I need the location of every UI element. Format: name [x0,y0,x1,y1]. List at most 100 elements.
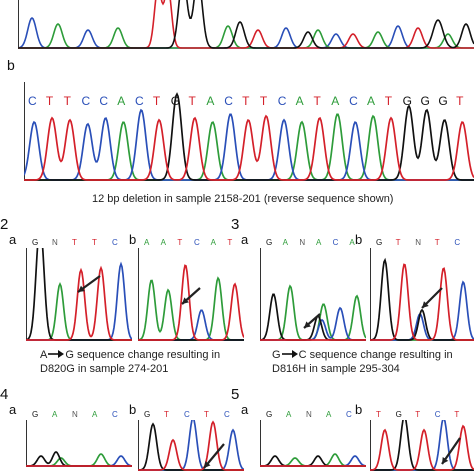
base-letter: A [92,410,98,419]
pointer-arrow-icon [181,287,201,305]
base-letter: G [266,410,273,419]
base-letter: C [135,94,144,108]
chromatogram-5a [260,420,366,467]
base-letter: C [194,238,200,247]
chromatogram-1b [24,82,474,181]
base-letter: T [177,238,183,247]
base-letter: C [434,410,441,419]
base-letter: T [152,94,161,108]
base-letter: A [210,238,216,247]
base-letter: G [402,94,412,108]
base-letter: T [395,238,401,247]
panel-4-number: 4 [0,386,9,403]
base-letter: C [454,238,461,247]
base-letter: A [286,410,292,419]
base-letter: C [99,94,109,108]
base-letter: T [63,94,72,108]
trace-T [138,420,244,471]
panel-2a-label: a [9,232,17,247]
base-letter: T [454,410,460,419]
panel-5b-label: b [355,402,363,417]
base-letter: A [144,238,150,247]
base-letter: C [224,94,233,108]
panel-2b-label: b [129,232,137,247]
trace-C [370,420,474,471]
pointer-arrow-icon [203,443,225,469]
base-letter: A [206,94,215,108]
base-letter: A [160,238,166,247]
base-letter: C [112,238,118,247]
panel-2-caption: A G sequence change resulting in D820G in… [40,348,240,376]
base-letter: G [266,238,273,247]
base-letter: T [242,94,250,108]
base-letter: C [332,238,339,247]
base-letter: T [434,238,440,247]
base-letter: G [32,410,39,419]
base-letter: A [366,94,375,108]
base-letter: A [117,94,126,108]
panel-2-caption-line2: D820G in sample 274-201 [40,363,169,375]
base-letter: A [349,238,355,247]
base-letter: N [306,410,312,419]
base-letter: C [112,410,118,419]
trace-T [370,263,474,341]
pointer-arrow-icon [421,287,443,309]
panel-2-caption-rest: G sequence change resulting in [65,349,221,361]
chromatogram-4b [138,420,244,471]
base-letter: T [384,94,393,108]
pointer-arrow-icon [303,313,321,329]
panel-1b-label: b [7,57,15,73]
arrow-right-icon [281,349,299,359]
trace-T [370,424,474,471]
base-letter: C [224,410,230,419]
trace-G [18,0,474,49]
base-letter: A [295,94,304,108]
base-letter: C [277,94,287,108]
base-letter: T [376,410,381,419]
base-letter: C [184,410,190,419]
base-letter: G [395,410,402,419]
base-letter: T [227,238,233,247]
base-letter: T [188,94,196,108]
pointer-arrow-icon [441,437,461,465]
trace-C [18,16,474,49]
panel-3-caption-line2: D816H in sample 295-304 [272,363,400,375]
base-letter: T [313,94,321,108]
base-letter: T [259,94,268,108]
panel-5-number: 5 [231,386,240,403]
panel-4b-label: b [129,402,137,417]
trace-A [24,113,474,181]
base-letter: G [32,238,39,247]
trace-G [26,248,132,341]
base-letter: A [52,410,58,419]
pointer-arrow-icon [77,275,101,293]
chromatogram-2a [26,248,132,341]
base-letter: N [299,238,306,247]
trace-C [260,306,366,341]
base-letter: C [346,410,352,419]
base-letter: T [72,238,77,247]
panel-1-caption: 12 bp deletion in sample 2158-201 (rever… [92,193,394,205]
base-letter: A [331,94,340,108]
trace-T [138,264,244,341]
trace-G [370,257,474,341]
panel-3-caption: G C sequence change resulting in D816H in… [272,348,472,376]
base-letter: T [164,410,169,419]
panel-2-number: 2 [0,216,9,233]
base-letter: T [204,410,209,419]
base-letter: C [349,94,358,108]
base-letter: N [52,238,58,247]
chromatogram-3a [260,248,366,341]
base-letter: G [438,94,448,108]
panel-3-number: 3 [231,216,240,233]
base-letter: C [28,94,37,108]
base-letter: T [92,238,97,247]
base-letter: G [144,410,151,419]
